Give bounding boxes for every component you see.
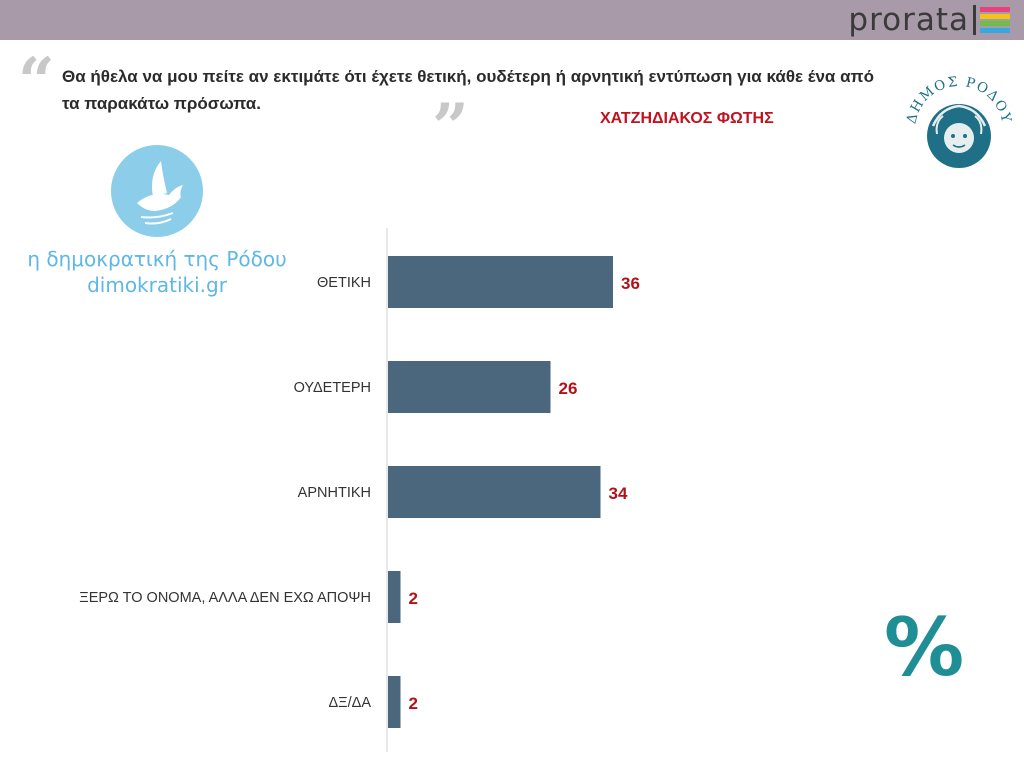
brand-stripe bbox=[980, 21, 1010, 26]
category-label: ΑΡΝΗΤΙΚΗ bbox=[298, 485, 371, 501]
brand-separator bbox=[973, 5, 976, 35]
value-label: 2 bbox=[409, 694, 418, 713]
chart-bar bbox=[388, 466, 601, 518]
watermark-title: η δημοκρατική της Ρόδου bbox=[27, 247, 287, 271]
percent-symbol: % bbox=[884, 601, 965, 694]
category-label: ΞΕΡΩ ΤΟ ΟΝΟΜΑ, ΑΛΛΑ ΔΕΝ ΕΧΩ ΑΠΟΨΗ bbox=[79, 590, 371, 606]
seal-face bbox=[944, 123, 974, 153]
close-quote-icon: ” bbox=[432, 90, 469, 165]
value-label: 36 bbox=[621, 274, 640, 293]
value-label: 34 bbox=[609, 484, 628, 503]
category-label: ΟΥΔΕΤΕΡΗ bbox=[294, 380, 371, 396]
dimos-rodou-seal-icon: ΔΗΜΟΣ ΡΟΔΟΥ bbox=[903, 74, 1013, 168]
top-bar: prorata bbox=[0, 0, 1024, 40]
brand-stripe bbox=[980, 28, 1010, 33]
open-quote-icon: “ bbox=[18, 44, 55, 119]
prorata-logo: prorata bbox=[848, 1, 1010, 39]
subject-name: ΧΑΤΖΗΔΙΑΚΟΣ ΦΩΤΗΣ bbox=[600, 110, 774, 127]
chart-bar bbox=[388, 256, 613, 308]
dove-icon bbox=[137, 161, 183, 225]
bar-chart: ΘΕΤΙΚΗ 36 ΟΥΔΕΤΕΡΗ 26 ΑΡΝΗΤΙΚΗ 34 ΞΕΡΩ ΤΟ ΟΝΟΜ… bbox=[79, 228, 640, 752]
brand-name: prorata bbox=[848, 2, 969, 38]
dove-logo bbox=[111, 145, 203, 237]
chart-bar bbox=[388, 571, 401, 623]
watermark-overlay: η δημοκρατική της Ρόδου dimokratiki.gr bbox=[18, 145, 296, 297]
brand-stripes-icon bbox=[980, 7, 1010, 33]
brand-stripe bbox=[980, 7, 1010, 12]
category-label: ΘΕΤΙΚΗ bbox=[317, 275, 371, 291]
chart-bar bbox=[388, 676, 401, 728]
chart-bar bbox=[388, 361, 551, 413]
question-text: Θα ήθελα να μου πείτε αν εκτιμάτε ότι έχ… bbox=[62, 67, 874, 113]
value-label: 26 bbox=[559, 379, 578, 398]
value-label: 2 bbox=[409, 589, 418, 608]
category-label: ΔΞ/ΔΑ bbox=[329, 695, 372, 711]
watermark-url: dimokratiki.gr bbox=[87, 273, 227, 297]
brand-stripe bbox=[980, 14, 1010, 19]
